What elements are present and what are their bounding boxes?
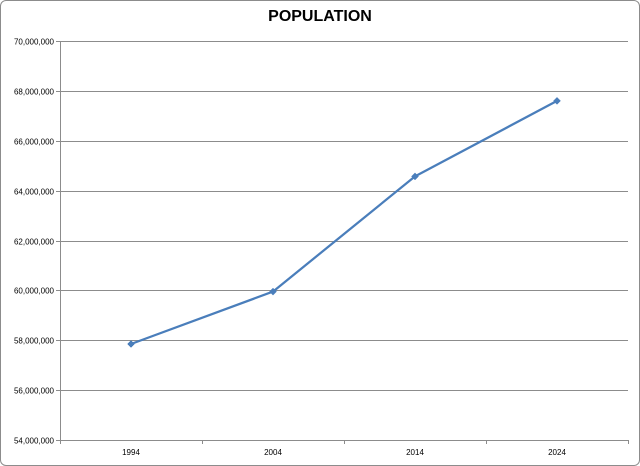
series-line	[130, 99, 558, 346]
x-tick-label: 2014	[406, 448, 424, 457]
y-tick-label: 64,000,000	[14, 188, 55, 197]
data-point-marker	[127, 340, 135, 348]
y-tick-label: 62,000,000	[14, 238, 55, 247]
x-tick-label: 2024	[548, 448, 566, 457]
y-tick-label: 70,000,000	[14, 38, 55, 47]
y-tick-label: 54,000,000	[14, 437, 55, 446]
chart-title: POPULATION	[268, 8, 372, 25]
x-tick-label: 2004	[264, 448, 282, 457]
series-line-path	[130, 99, 558, 346]
y-axis-ticks: 54,000,000 56,000,000 58,000,000 60,000,000…	[14, 38, 55, 446]
axes	[56, 41, 629, 444]
data-point-marker	[553, 96, 561, 105]
y-tick-label: 66,000,000	[14, 138, 55, 147]
y-tick-label: 68,000,000	[14, 88, 55, 97]
data-markers	[127, 96, 561, 348]
x-axis-ticks: 1994 2004 2014 2024	[122, 448, 566, 457]
y-tick-label: 60,000,000	[14, 287, 55, 296]
y-tick-label: 58,000,000	[14, 337, 55, 346]
data-point-marker	[269, 287, 277, 296]
data-point-marker	[411, 172, 419, 181]
x-tick-label: 1994	[122, 448, 140, 457]
y-tick-label: 56,000,000	[14, 387, 55, 396]
gridlines	[60, 41, 628, 391]
